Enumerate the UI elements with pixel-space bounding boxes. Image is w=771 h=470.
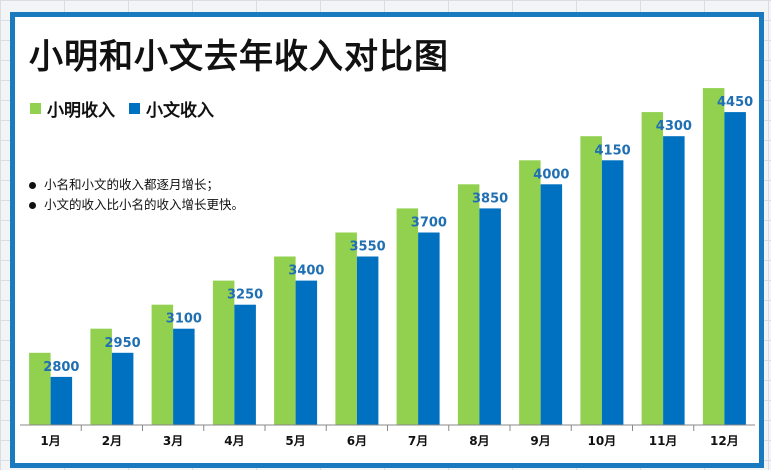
data-label-4: 3250 xyxy=(227,288,263,303)
x-tick-label-9: 9月 xyxy=(530,434,550,448)
bullet-icon xyxy=(29,181,36,189)
x-tick-label-11: 11月 xyxy=(649,434,678,448)
chart-legend: 小明收入 小文收入 xyxy=(30,96,222,121)
bar-xiaowen-7[interactable] xyxy=(418,232,440,426)
note-1-text: 小名和小文的收入都逐月增长； xyxy=(44,177,220,192)
bar-xiaoming-6[interactable] xyxy=(335,232,357,426)
bar-xiaowen-3[interactable] xyxy=(173,328,195,425)
data-label-10: 4150 xyxy=(595,143,631,158)
legend-item-xiaoming: 小明收入 xyxy=(30,96,115,121)
bar-xiaowen-5[interactable] xyxy=(295,280,318,425)
note-2: 小文的收入比小名的收入增长更快。 xyxy=(29,195,244,215)
bar-xiaoming-9[interactable] xyxy=(519,160,541,426)
legend-label-xiaoming: 小明收入 xyxy=(47,101,115,121)
data-label-12: 4450 xyxy=(717,95,753,110)
legend-swatch-xiaowen xyxy=(129,103,140,114)
chart-area[interactable]: 小明和小文去年收入对比图 小明收入 小文收入 小名和小文的收入都逐月增长； 小文… xyxy=(10,12,764,468)
data-label-3: 3100 xyxy=(166,312,202,327)
x-tick-label-10: 10月 xyxy=(588,434,617,448)
legend-item-xiaowen: 小文收入 xyxy=(129,96,214,121)
bar-xiaoming-12[interactable] xyxy=(702,88,725,425)
bar-xiaoming-7[interactable] xyxy=(396,208,419,425)
x-tick-label-4: 4月 xyxy=(224,434,244,448)
note-2-text: 小文的收入比小名的收入增长更快。 xyxy=(44,197,245,212)
legend-swatch-xiaoming xyxy=(30,103,41,114)
x-tick-label-8: 8月 xyxy=(469,434,489,448)
bar-xiaoming-10[interactable] xyxy=(580,136,602,425)
bar-xiaowen-1[interactable] xyxy=(50,376,73,425)
bar-xiaoming-3[interactable] xyxy=(151,304,174,425)
bar-xiaowen-9[interactable] xyxy=(540,184,563,425)
bar-xiaoming-5[interactable] xyxy=(274,256,296,426)
bar-xiaoming-1[interactable] xyxy=(29,352,51,425)
data-label-2: 2950 xyxy=(105,336,141,351)
data-label-6: 3550 xyxy=(350,240,386,255)
bar-xiaowen-8[interactable] xyxy=(479,208,501,425)
bullet-icon xyxy=(29,201,36,209)
bar-xiaoming-11[interactable] xyxy=(641,112,664,425)
note-1: 小名和小文的收入都逐月增长； xyxy=(29,175,244,195)
bar-xiaoming-8[interactable] xyxy=(457,184,480,425)
x-tick-label-2: 2月 xyxy=(102,434,122,448)
x-tick-label-5: 5月 xyxy=(285,434,305,448)
legend-label-xiaowen: 小文收入 xyxy=(146,101,214,121)
bar-xiaowen-6[interactable] xyxy=(356,256,379,426)
bar-xiaoming-4[interactable] xyxy=(212,280,235,425)
bar-xiaowen-10[interactable] xyxy=(601,160,624,426)
bar-xiaowen-4[interactable] xyxy=(234,304,256,425)
data-label-11: 4300 xyxy=(656,119,692,134)
x-tick-label-12: 12月 xyxy=(710,434,739,448)
bar-xiaowen-2[interactable] xyxy=(111,352,134,425)
bar-xiaowen-11[interactable] xyxy=(663,136,685,425)
data-label-7: 3700 xyxy=(411,216,447,231)
x-tick-label-6: 6月 xyxy=(347,434,367,448)
chart-notes: 小名和小文的收入都逐月增长； 小文的收入比小名的收入增长更快。 xyxy=(29,175,244,215)
chart-title: 小明和小文去年收入对比图 xyxy=(29,37,449,77)
data-label-1: 2800 xyxy=(43,360,79,375)
data-label-8: 3850 xyxy=(472,191,508,206)
data-label-9: 4000 xyxy=(533,167,569,182)
bar-plot: 2800 1月 2950 2月 3100 3月 3250 4月 3400 5月 3550 6月 3700… xyxy=(20,88,755,448)
x-tick-label-7: 7月 xyxy=(408,434,428,448)
x-tick-label-3: 3月 xyxy=(163,434,183,448)
bar-xiaoming-2[interactable] xyxy=(90,328,112,425)
data-label-5: 3400 xyxy=(288,264,324,279)
bar-xiaowen-12[interactable] xyxy=(724,112,746,425)
x-tick-label-1: 1月 xyxy=(40,434,60,448)
